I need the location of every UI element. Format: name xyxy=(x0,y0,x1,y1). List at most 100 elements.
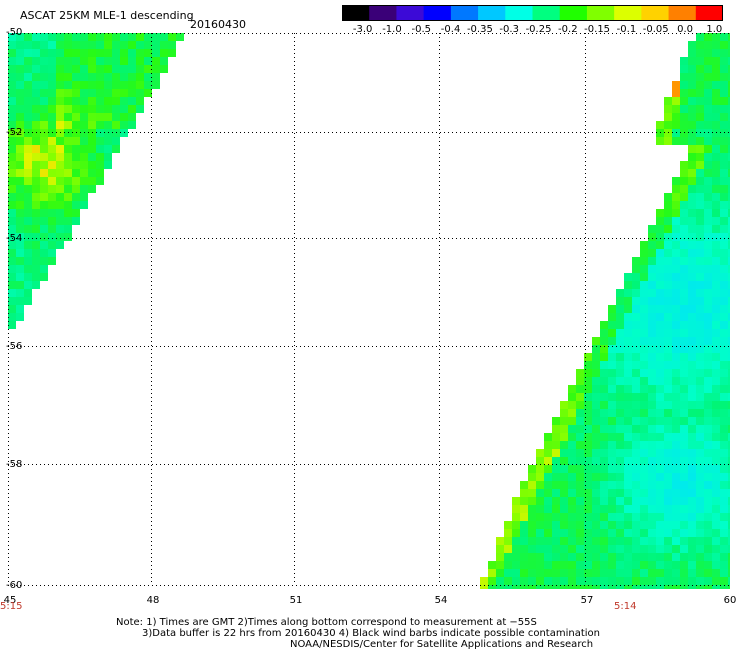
swath-cell xyxy=(104,121,112,129)
swath-cell xyxy=(728,425,730,433)
swath-cell xyxy=(696,393,704,401)
swath-cell xyxy=(576,569,584,577)
swath-cell xyxy=(688,473,696,481)
swath-cell xyxy=(24,185,32,193)
swath-cell xyxy=(712,177,720,185)
swath-cell xyxy=(680,185,688,193)
swath-cell xyxy=(8,257,16,265)
swath-cell xyxy=(704,97,712,105)
swath-cell xyxy=(104,89,112,97)
swath-cell xyxy=(520,497,528,505)
swath-cell xyxy=(680,497,688,505)
swath-cell xyxy=(672,441,680,449)
swath-cell xyxy=(80,41,88,49)
swath-cell xyxy=(704,497,712,505)
swath-cell xyxy=(496,537,504,545)
swath-cell xyxy=(40,209,48,217)
swath-cell xyxy=(704,505,712,513)
swath-cell xyxy=(48,177,56,185)
swath-cell xyxy=(704,433,712,441)
swath-cell xyxy=(680,409,688,417)
swath-cell xyxy=(728,265,730,273)
swath-cell xyxy=(680,417,688,425)
swath-cell xyxy=(720,273,728,281)
swath-cell xyxy=(632,585,640,589)
swath-cell xyxy=(8,289,16,297)
swath-cell xyxy=(512,521,520,529)
swath-cell xyxy=(80,161,88,169)
swath-cell xyxy=(584,521,592,529)
swath-cell xyxy=(720,153,728,161)
swath-cell xyxy=(520,521,528,529)
swath-cell xyxy=(560,401,568,409)
swath-cell xyxy=(704,481,712,489)
swath-cell xyxy=(664,449,672,457)
swath-cell xyxy=(104,41,112,49)
swath-cell xyxy=(608,537,616,545)
swath-cell xyxy=(8,33,16,41)
swath-cell xyxy=(664,585,672,589)
swath-cell xyxy=(712,73,720,81)
swath-cell xyxy=(696,497,704,505)
swath-cell xyxy=(600,577,608,585)
swath-cell xyxy=(704,161,712,169)
swath-cell xyxy=(704,449,712,457)
swath-cell xyxy=(696,313,704,321)
swath-cell xyxy=(8,81,16,89)
swath-cell xyxy=(688,361,696,369)
swath-cell xyxy=(544,433,552,441)
swath-cell xyxy=(24,217,32,225)
swath-cell xyxy=(632,257,640,265)
swath-cell xyxy=(720,561,728,569)
swath-cell xyxy=(720,81,728,89)
swath-cell xyxy=(720,313,728,321)
swath-cell xyxy=(656,513,664,521)
swath-cell xyxy=(712,513,720,521)
swath-cell xyxy=(144,89,152,97)
swath-cell xyxy=(680,329,688,337)
swath-cell xyxy=(128,57,136,65)
swath-cell xyxy=(696,281,704,289)
swath-cell xyxy=(640,537,648,545)
swath-cell xyxy=(16,137,24,145)
swath-cell xyxy=(616,425,624,433)
swath-cell xyxy=(24,201,32,209)
swath-cell xyxy=(632,369,640,377)
swath-cell xyxy=(704,249,712,257)
swath-cell xyxy=(640,545,648,553)
swath-cell xyxy=(632,465,640,473)
swath-cell xyxy=(648,273,656,281)
swath-cell xyxy=(520,569,528,577)
swath-cell xyxy=(656,497,664,505)
colorbar-label: -3.0 xyxy=(352,24,373,35)
swath-cell xyxy=(680,585,688,589)
swath-cell xyxy=(664,369,672,377)
swath-cell xyxy=(40,241,48,249)
swath-cell xyxy=(112,145,120,153)
swath-cell xyxy=(56,153,64,161)
swath-cell xyxy=(720,193,728,201)
swath-cell xyxy=(608,545,616,553)
swath-cell xyxy=(616,409,624,417)
swath-cell xyxy=(704,217,712,225)
swath-cell xyxy=(712,137,720,145)
swath-cell xyxy=(600,353,608,361)
swath-cell xyxy=(688,497,696,505)
swath-cell xyxy=(640,441,648,449)
swath-cell xyxy=(696,505,704,513)
swath-cell xyxy=(64,201,72,209)
swath-cell xyxy=(48,81,56,89)
swath-cell xyxy=(672,457,680,465)
swath-cell xyxy=(64,113,72,121)
swath-cell xyxy=(120,113,128,121)
swath-cell xyxy=(624,569,632,577)
swath-cell xyxy=(80,49,88,57)
swath-cell xyxy=(56,89,64,97)
swath-cell xyxy=(16,33,24,41)
y-tick-label: -52 xyxy=(6,127,23,138)
swath-cell xyxy=(656,209,664,217)
swath-cell xyxy=(8,65,16,73)
swath-cell xyxy=(40,169,48,177)
swath-cell xyxy=(600,441,608,449)
swath-cell xyxy=(648,369,656,377)
